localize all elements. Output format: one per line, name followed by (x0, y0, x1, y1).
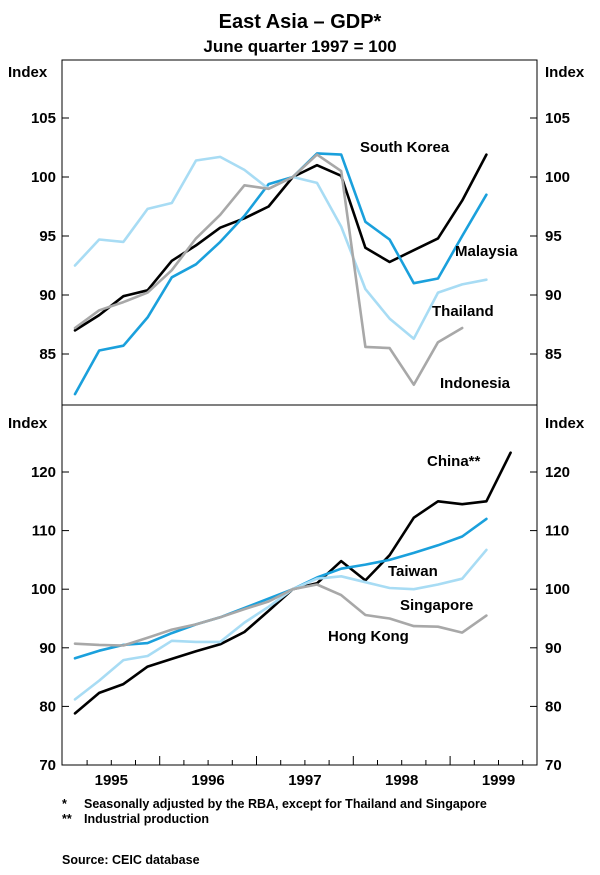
top-series-line-southkorea (73, 153, 488, 332)
top-left-tick-90: 90 (39, 287, 56, 304)
bottom-left-tick-100: 100 (31, 581, 56, 598)
bottom-right-tick-80: 80 (545, 698, 562, 715)
bottom-right-unit-label: Index (545, 415, 585, 432)
bottom-left-tick-110: 110 (32, 523, 56, 540)
bottom-left-tick-90: 90 (39, 640, 56, 657)
footnote-1-mark: * (62, 797, 67, 811)
bottom-right-tick-110: 110 (545, 523, 569, 540)
series-label-singapore: Singapore (400, 597, 473, 614)
bottom-right-tick-120: 120 (545, 464, 570, 481)
top-left-tick-105: 105 (31, 110, 56, 127)
x-tick-1995: 1995 (95, 772, 128, 789)
x-axis: 1995 1996 1997 1998 1999 (86, 756, 524, 789)
bottom-panel-frame (61, 404, 538, 766)
footnote-1: * Seasonally adjusted by the RBA, except… (62, 797, 562, 812)
bottom-right-axis: 70 80 90 100 110 120 (530, 464, 570, 774)
bottom-right-tick-100: 100 (545, 581, 570, 598)
series-label-hong-kong: Hong Kong (328, 628, 409, 645)
series-label-taiwan: Taiwan (388, 563, 438, 580)
top-right-axis: 85 90 95 100 105 (530, 110, 570, 363)
bottom-series-line-taiwan (73, 517, 488, 660)
bottom-right-tick-70: 70 (545, 757, 562, 774)
source-note: Source: CEIC database (62, 853, 200, 867)
bottom-left-unit-label: Index (8, 415, 48, 432)
bottom-series-line-singapore (73, 548, 488, 701)
bottom-series-lines (73, 451, 512, 715)
footnote-2-mark: ** (62, 812, 72, 826)
top-left-tick-100: 100 (31, 169, 56, 186)
series-label-thailand: Thailand (432, 303, 494, 320)
top-right-unit-label: Index (545, 64, 585, 81)
bottom-right-tick-90: 90 (545, 640, 562, 657)
top-series-lines (73, 152, 488, 396)
x-tick-1996: 1996 (191, 772, 224, 789)
top-right-tick-85: 85 (545, 346, 562, 363)
top-right-tick-90: 90 (545, 287, 562, 304)
bottom-left-axis: 70 80 90 100 110 120 (31, 464, 69, 774)
x-tick-1999: 1999 (482, 772, 515, 789)
series-label-malaysia: Malaysia (455, 243, 518, 260)
x-tick-1998: 1998 (385, 772, 418, 789)
bottom-left-tick-120: 120 (31, 464, 56, 481)
chart-subtitle: June quarter 1997 = 100 (203, 37, 396, 56)
bottom-left-tick-80: 80 (39, 698, 56, 715)
top-right-tick-95: 95 (545, 228, 562, 245)
x-tick-1997: 1997 (288, 772, 321, 789)
top-right-tick-105: 105 (545, 110, 570, 127)
footnote-2-text: Industrial production (84, 812, 209, 826)
top-left-tick-95: 95 (39, 228, 56, 245)
series-label-south-korea: South Korea (360, 139, 450, 156)
top-left-tick-85: 85 (39, 346, 56, 363)
series-label-china: China** (427, 453, 481, 470)
bottom-series-line-hongkong (73, 583, 488, 647)
footnote-2: ** Industrial production (62, 812, 562, 827)
top-left-axis: 85 90 95 100 105 (31, 110, 69, 363)
top-left-unit-label: Index (8, 64, 48, 81)
footnotes: * Seasonally adjusted by the RBA, except… (62, 797, 562, 827)
bottom-left-tick-70: 70 (39, 757, 56, 774)
footnote-1-text: Seasonally adjusted by the RBA, except f… (84, 797, 487, 811)
top-right-tick-100: 100 (545, 169, 570, 186)
series-label-indonesia: Indonesia (440, 375, 511, 392)
chart-title: East Asia – GDP* (219, 11, 382, 33)
top-series-line-indonesia (73, 153, 464, 387)
top-series-line-malaysia (73, 152, 488, 396)
